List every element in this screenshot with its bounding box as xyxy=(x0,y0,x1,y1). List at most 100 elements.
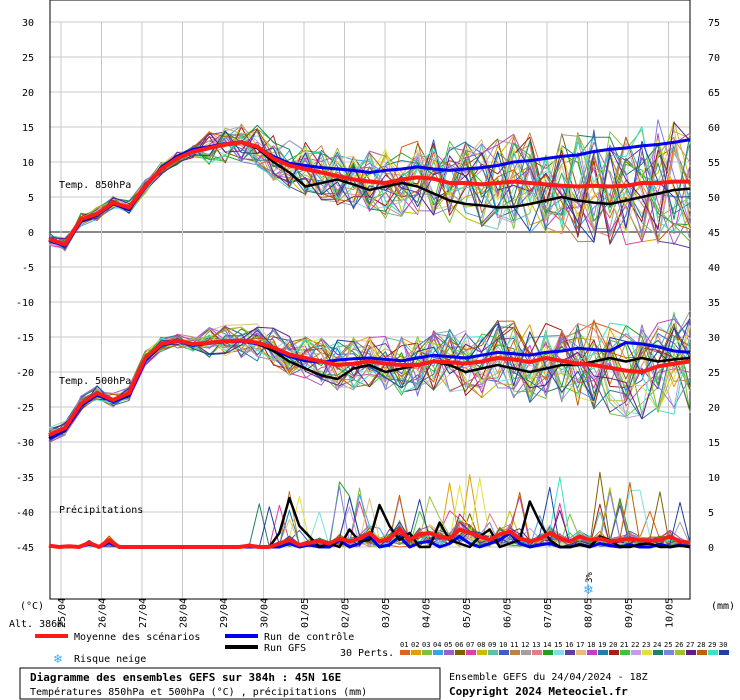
pert-line-850 xyxy=(48,122,691,240)
series-t500-mean xyxy=(48,338,691,437)
x-tick-label: 06/05 xyxy=(503,598,514,628)
right-tick-label: 10 xyxy=(708,473,720,484)
pert-swatch xyxy=(576,650,586,655)
right-tick-label: 5 xyxy=(708,508,714,519)
left-axis-unit: (°C) xyxy=(20,601,44,612)
pert-label: 28 xyxy=(697,641,705,649)
left-tick-label: -40 xyxy=(16,508,34,519)
panel-label-t500: Temp. 500hPa xyxy=(59,376,131,387)
x-tick-label: 02/05 xyxy=(341,598,352,628)
pert-label: 20 xyxy=(609,641,617,649)
pert-label: 17 xyxy=(576,641,584,649)
pert-swatch xyxy=(433,650,443,655)
labels: Temp. 850hPa Temp. 500hPa Précipitations… xyxy=(9,180,735,630)
footer: Diagramme des ensembles GEFS sur 384h : … xyxy=(19,667,648,700)
pert-swatch xyxy=(400,650,410,655)
x-tick-label: 07/05 xyxy=(543,598,554,628)
pert-swatch xyxy=(532,650,542,655)
title-box xyxy=(19,667,441,700)
pert-swatch xyxy=(488,650,498,655)
pert-swatch xyxy=(631,650,641,655)
pert-label: 18 xyxy=(587,641,595,649)
pert-swatch xyxy=(653,650,663,655)
pert-swatch xyxy=(708,650,718,655)
left-tick-label: 30 xyxy=(22,18,34,29)
x-tick-label: 10/05 xyxy=(665,598,676,628)
snowflake-icon: ❄ xyxy=(583,583,594,598)
series-precip-mean xyxy=(48,527,691,549)
right-tick-label: 75 xyxy=(708,18,720,29)
right-tick-label: 55 xyxy=(708,158,720,169)
pert-label: 12 xyxy=(521,641,529,649)
pert-label: 16 xyxy=(565,641,573,649)
chart-subtitle: Températures 850hPa et 500hPa (°C) , pré… xyxy=(30,686,367,698)
right-tick-label: 70 xyxy=(708,53,720,64)
pert-label: 11 xyxy=(510,641,518,649)
pert-swatch xyxy=(510,650,520,655)
pert-label: 24 xyxy=(653,641,661,649)
legend-perts-label: 30 Perts. xyxy=(340,648,394,659)
pert-label: 02 xyxy=(411,641,419,649)
left-tick-label: 5 xyxy=(28,193,34,204)
pert-label: 25 xyxy=(664,641,672,649)
pert-swatches: 01 02 03 04 05 06 07 08 09 10 11 12 13 14 15 16 17 18 19 20… xyxy=(400,641,729,655)
pert-label: 08 xyxy=(477,641,485,649)
left-tick-label: -25 xyxy=(16,403,34,414)
pert-swatch xyxy=(697,650,707,655)
pert-label: 14 xyxy=(543,641,551,649)
x-tick-label: 08/05 xyxy=(584,598,595,628)
panel-label-t850: Temp. 850hPa xyxy=(59,180,131,191)
pert-swatch xyxy=(521,650,531,655)
x-tick-label: 30/04 xyxy=(260,598,271,628)
right-tick-label: 15 xyxy=(708,438,720,449)
series-t850-mean xyxy=(48,140,690,247)
pert-swatch xyxy=(598,650,608,655)
pert-swatch xyxy=(664,650,674,655)
pert-line-850 xyxy=(48,130,691,246)
x-tick-label: 26/04 xyxy=(98,598,109,628)
legend-control-label: Run de contrôle xyxy=(264,631,354,643)
right-tick-label: 60 xyxy=(708,123,720,134)
left-tick-label: -20 xyxy=(16,368,34,379)
pert-swatch xyxy=(609,650,619,655)
pert-swatch xyxy=(466,650,476,655)
legend: Moyenne des scénarios Run de contrôle Ru… xyxy=(35,631,729,666)
pert-label: 04 xyxy=(433,641,441,649)
right-tick-label: 35 xyxy=(708,298,720,309)
pert-line-850 xyxy=(48,127,691,243)
right-tick-label: 20 xyxy=(708,403,720,414)
pert-swatch xyxy=(686,650,696,655)
left-tick-label: 15 xyxy=(22,123,34,134)
left-tick-label: 10 xyxy=(22,158,34,169)
right-tick-label: 30 xyxy=(708,333,720,344)
x-tick-label: 04/05 xyxy=(422,598,433,628)
pert-swatch xyxy=(554,650,564,655)
pert-label: 01 xyxy=(400,641,408,649)
left-tick-label: 20 xyxy=(22,88,34,99)
pert-swatch xyxy=(565,650,575,655)
x-tick-label: 28/04 xyxy=(179,598,190,628)
pert-swatch xyxy=(587,650,597,655)
right-tick-label: 45 xyxy=(708,228,720,239)
x-tick-label: 25/04 xyxy=(57,598,68,628)
pert-label: 19 xyxy=(598,641,606,649)
pert-line-500 xyxy=(48,322,691,431)
chart-title: Diagramme des ensembles GEFS sur 384h : … xyxy=(30,671,341,684)
right-tick-label: 40 xyxy=(708,263,720,274)
pert-line-500 xyxy=(48,326,691,430)
left-tick-label: -35 xyxy=(16,473,34,484)
pert-swatch xyxy=(499,650,509,655)
pert-label: 22 xyxy=(631,641,639,649)
run-info: Ensemble GEFS du 24/04/2024 - 18Z xyxy=(449,672,648,683)
pert-swatch xyxy=(477,650,487,655)
pert-swatch xyxy=(620,650,630,655)
pert-label: 10 xyxy=(499,641,507,649)
x-tick-label: 05/05 xyxy=(462,598,473,628)
pert-label: 23 xyxy=(642,641,650,649)
pert-label: 21 xyxy=(620,641,628,649)
pert-swatch xyxy=(675,650,685,655)
pert-label: 26 xyxy=(675,641,683,649)
